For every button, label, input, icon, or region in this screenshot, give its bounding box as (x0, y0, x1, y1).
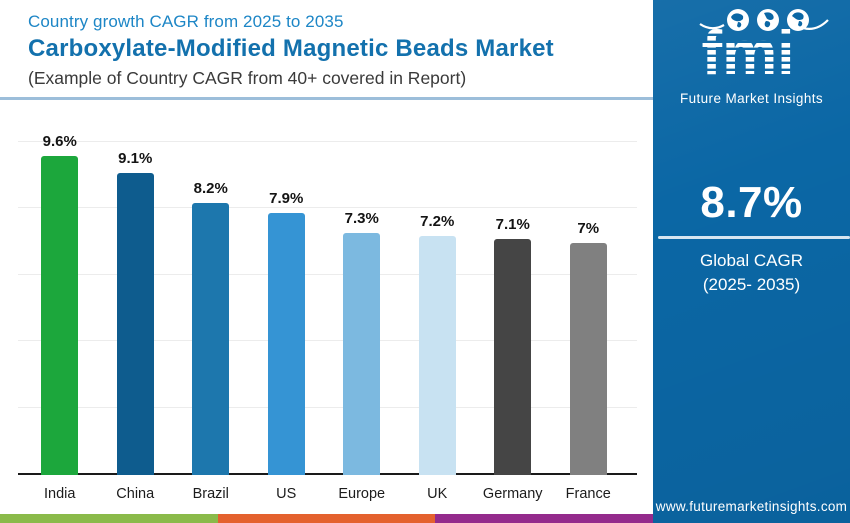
bar-value-label: 7.2% (420, 212, 455, 230)
logo-arc-left (698, 23, 725, 30)
footer-stripe-segment-3 (435, 514, 654, 523)
global-cagr-value: 8.7% (700, 178, 803, 227)
stat-divider (658, 236, 850, 239)
bar-column-china: 9.1% (98, 103, 174, 475)
bar-france (569, 242, 607, 475)
bar-value-label: 8.2% (193, 179, 228, 197)
x-axis-label-china: China (116, 486, 155, 502)
fmi-logo-text: fmi (701, 19, 794, 88)
bar-column-germany: 7.1% (475, 103, 551, 475)
x-axis-label-us: US (276, 486, 297, 502)
global-cagr-stat: 8.7% Global CAGR (2025- 2035) (653, 178, 850, 297)
bars-row: 9.6% 9.1% 8.2% 7.9% 7.3% 7.2% 7.1% 7% (22, 103, 626, 475)
x-axis-label-uk: UK (427, 486, 448, 502)
americas-globe-icon (726, 9, 749, 31)
x-axis-labels: India China Brazil US Europe UK Germany France (22, 486, 626, 502)
x-axis-label-france: France (565, 486, 611, 502)
fmi-logo-tagline: Future Market Insights (679, 91, 824, 106)
bar-value-label: 9.6% (42, 133, 77, 151)
footer-stripe-segment-2 (217, 514, 436, 523)
bar-value-label: 7% (577, 219, 600, 237)
chart-eyebrow-title: Country growth CAGR from 2025 to 2035 (28, 12, 344, 31)
bar-column-brazil: 8.2% (173, 103, 249, 475)
bar-column-india: 9.6% (22, 103, 98, 475)
bar-germany (494, 239, 532, 475)
bar-column-france: 7% (551, 103, 627, 475)
gridline-2pct (18, 406, 637, 408)
website-link[interactable]: www.futuremarketinsights.com (655, 499, 848, 514)
header: Country growth CAGR from 2025 to 2035 Ca… (0, 0, 653, 100)
footer-stripe-segment-1 (0, 514, 218, 523)
bar-value-label: 7.9% (269, 189, 304, 207)
bar-column-uk: 7.2% (400, 103, 476, 475)
bar-column-us: 7.9% (249, 103, 325, 475)
fmi-logo: fmi (670, 8, 834, 106)
fmi-logo-graphic: fmi (698, 9, 829, 88)
brand-sidebar: fmi (653, 0, 850, 523)
bar-brazil (192, 202, 230, 475)
gridline-4pct (18, 340, 637, 342)
bar-uk (418, 235, 456, 475)
bar-china (116, 172, 154, 475)
europe-africa-globe-icon (756, 9, 779, 31)
page-title: Carboxylate-Modified Magnetic Beads Mark… (28, 35, 554, 62)
footer-color-stripe (0, 514, 654, 523)
x-axis-label-europe: Europe (338, 486, 386, 502)
bar-value-label: 7.1% (495, 216, 530, 234)
bar-india (41, 156, 79, 475)
x-axis-label-germany: Germany (482, 486, 543, 502)
bar-column-europe: 7.3% (324, 103, 400, 475)
x-axis-label-india: India (44, 486, 76, 502)
bar-us (267, 212, 305, 475)
asia-pacific-globe-icon (786, 9, 809, 31)
page-subtitle: (Example of Country CAGR from 40+ covere… (28, 68, 467, 88)
bar-europe (343, 232, 381, 475)
bar-value-label: 9.1% (118, 149, 153, 167)
bar-value-label: 7.3% (344, 209, 379, 227)
gridline-6pct (18, 273, 637, 275)
x-axis-label-brazil: Brazil (192, 486, 229, 502)
stat-label-line2: (2025- 2035) (702, 274, 801, 294)
gridline-10pct (18, 141, 637, 142)
gridline-8pct (18, 207, 637, 209)
stat-label-line1: Global CAGR (700, 251, 803, 270)
bar-chart: 9.6% 9.1% 8.2% 7.9% 7.3% 7.2% 7.1% 7% India Chin… (0, 103, 653, 514)
x-axis-line (18, 473, 637, 475)
